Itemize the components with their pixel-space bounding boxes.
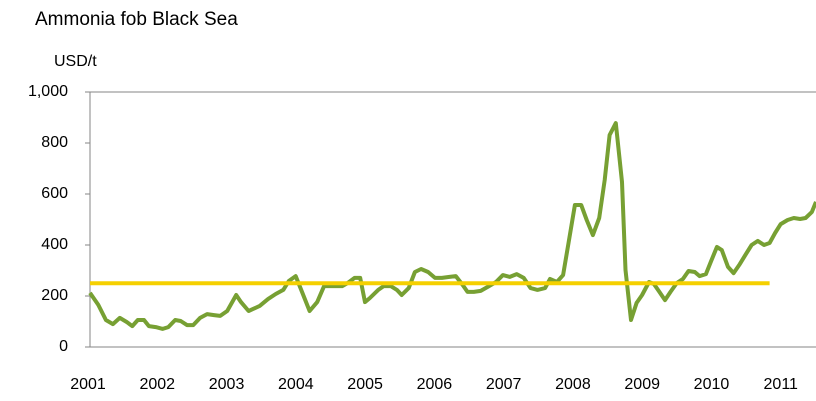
- y-tick-label: 600: [41, 185, 68, 202]
- x-tick-label: 2002: [139, 376, 175, 393]
- y-tick-label: 0: [59, 338, 68, 355]
- x-tick-label: 2005: [347, 376, 383, 393]
- x-tick-label: 2001: [70, 376, 106, 393]
- chart-title: Ammonia fob Black Sea: [35, 9, 238, 30]
- y-tick-label: 200: [41, 287, 68, 304]
- x-tick-label: 2008: [555, 376, 591, 393]
- x-tick-label: 2004: [278, 376, 314, 393]
- x-tick-label: 2003: [209, 376, 245, 393]
- x-tick-label: 2009: [624, 376, 660, 393]
- x-tick-label: 2011: [764, 376, 799, 393]
- y-tick-label: 800: [41, 134, 68, 151]
- x-tick-label: 2007: [486, 376, 522, 393]
- y-tick-label: 1,000: [28, 83, 68, 100]
- data-line: [88, 121, 816, 331]
- x-tick-label: 2006: [417, 376, 453, 393]
- x-tick-label: 2010: [694, 376, 730, 393]
- y-tick-label: 400: [41, 236, 68, 253]
- y-axis-label: USD/t: [54, 53, 97, 70]
